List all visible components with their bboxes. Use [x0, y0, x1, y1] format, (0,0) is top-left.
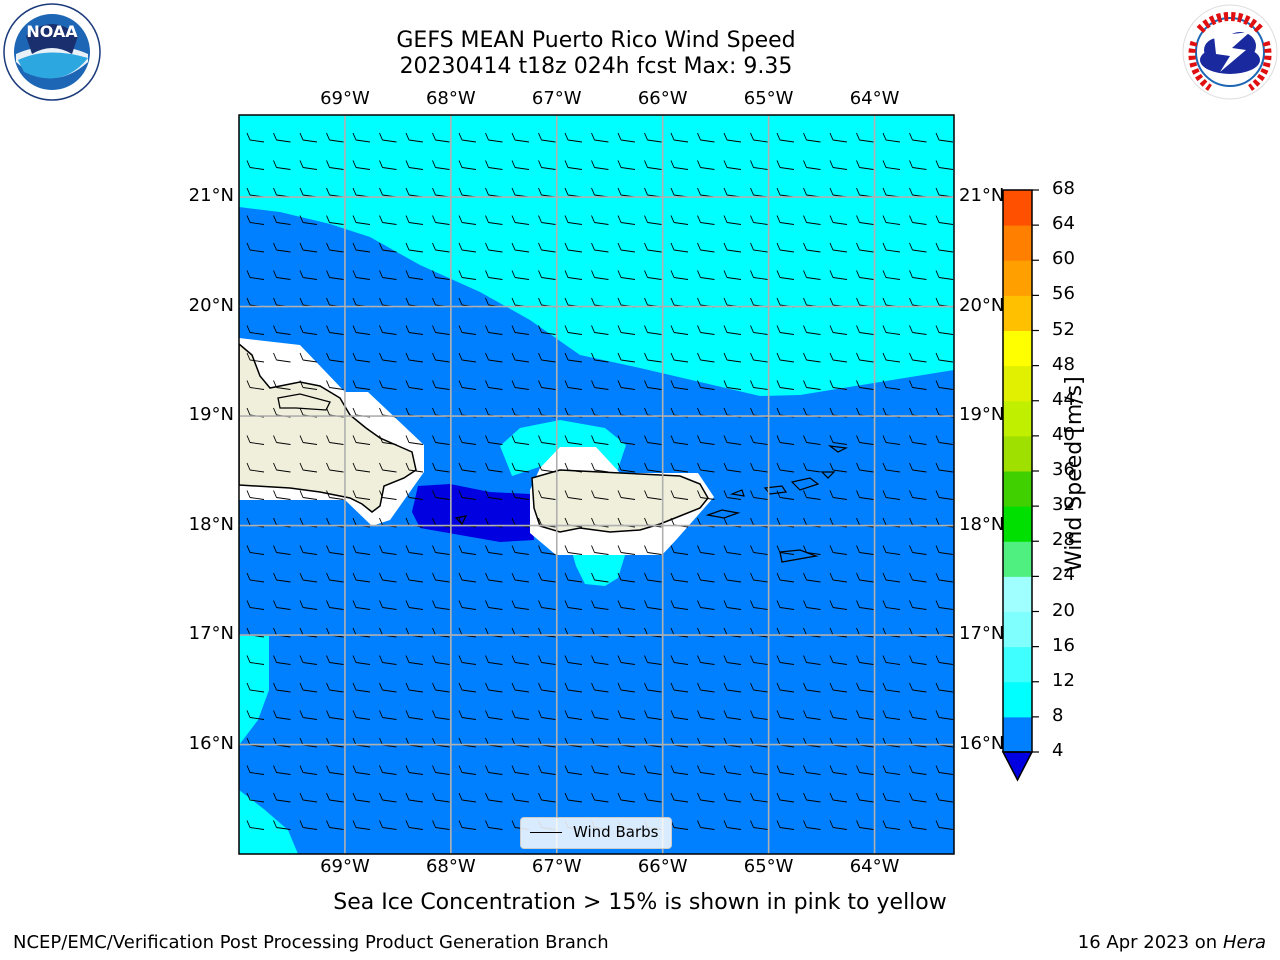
footer-date: 16 Apr 2023 on Hera	[1077, 932, 1266, 953]
colorbar-tick-label-2: 12	[1052, 669, 1075, 691]
lat-label-right-2: 19°N	[959, 404, 1005, 426]
noaa-logo: NOAA	[3, 3, 101, 101]
lat-label-left-5: 16°N	[188, 732, 234, 754]
lon-label-bottom-1: 68°W	[425, 856, 476, 877]
map-frame	[238, 114, 955, 855]
colorbar-segment-1	[1003, 681, 1032, 718]
colorbar-segment-0	[1003, 716, 1032, 753]
colorbar-segment-11	[1003, 330, 1032, 367]
lat-label-left-2: 19°N	[188, 404, 234, 426]
colorbar-segment-6	[1003, 506, 1032, 542]
colorbar-tick-label-15: 64	[1052, 213, 1075, 235]
lon-label-bottom-4: 65°W	[743, 856, 794, 877]
colorbar	[1001, 189, 1039, 782]
colorbar-label: Wind Speed [m/s]	[1062, 376, 1087, 572]
colorbar-tick-label-0: 4	[1052, 740, 1064, 761]
legend-line-sample	[530, 832, 562, 833]
colorbar-segment-14	[1003, 225, 1032, 261]
colorbar-segment-15	[1003, 190, 1032, 226]
colorbar-tick-label-6: 28	[1052, 529, 1075, 551]
caption: Sea Ice Concentration > 15% is shown in …	[333, 890, 947, 915]
chart-title: GEFS MEAN Puerto Rico Wind Speed	[396, 28, 796, 53]
colorbar-segment-4	[1003, 576, 1032, 612]
colorbar-tick-label-3: 16	[1052, 634, 1075, 656]
footer-machine: Hera	[1222, 932, 1266, 953]
lat-label-right-5: 16°N	[959, 732, 1005, 754]
colorbar-segment-8	[1003, 435, 1032, 472]
colorbar-segment-12	[1003, 295, 1032, 331]
colorbar-tick-label-12: 52	[1052, 318, 1075, 340]
lon-label-bottom-5: 64°W	[849, 856, 900, 877]
colorbar-tick-label-7: 32	[1052, 494, 1075, 516]
colorbar-tick-label-8: 36	[1052, 459, 1075, 480]
puerto-rico-land	[531, 469, 709, 533]
colorbar-segment-3	[1003, 611, 1032, 648]
lat-label-right-4: 17°N	[959, 623, 1005, 645]
lon-label-top-2: 67°W	[531, 88, 582, 109]
lat-label-right-0: 21°N	[959, 185, 1005, 207]
chart-subtitle: 20230414 t18z 024h fcst Max: 9.35	[399, 54, 793, 79]
colorbar-segment-7	[1003, 471, 1032, 507]
lon-label-bottom-0: 69°W	[320, 856, 370, 877]
lat-label-left-0: 21°N	[188, 185, 234, 207]
hispaniola-land	[239, 343, 417, 513]
colorbar-tick-label-5: 24	[1052, 564, 1075, 586]
colorbar-segment-5	[1003, 541, 1032, 577]
wind-8-12-pr-south	[572, 552, 626, 586]
noaa-logo-text: NOAA	[26, 22, 78, 41]
lon-label-top-3: 66°W	[637, 88, 688, 109]
colorbar-segment-2	[1003, 646, 1032, 683]
colorbar-tick-label-11: 48	[1052, 353, 1075, 375]
colorbar-tick-label-10: 44	[1052, 388, 1075, 410]
colorbar-tick-label-4: 20	[1052, 599, 1075, 621]
colorbar-under-arrow	[1001, 751, 1034, 782]
colorbar-tick-label-9: 40	[1052, 423, 1075, 445]
colorbar-tick-label-16: 68	[1052, 178, 1075, 199]
colorbar-tick-label-1: 8	[1052, 704, 1064, 726]
lon-label-top-4: 65°W	[743, 88, 794, 109]
lon-label-top-1: 68°W	[425, 88, 476, 109]
footer-branch: NCEP/EMC/Verification Post Processing Pr…	[13, 932, 609, 953]
lon-label-top-5: 64°W	[849, 88, 900, 109]
wind-8-12-southwest	[239, 790, 298, 854]
lat-label-left-1: 20°N	[188, 294, 234, 316]
lon-label-top-0: 69°W	[320, 88, 370, 109]
colorbar-segment-9	[1003, 400, 1032, 437]
nws-logo	[1182, 4, 1278, 100]
wind-8-12-north	[239, 115, 954, 396]
legend-label: Wind Barbs	[573, 823, 659, 841]
map-legend: Wind Barbs	[520, 817, 672, 849]
lat-label-left-3: 18°N	[188, 513, 234, 535]
colorbar-segment-13	[1003, 260, 1032, 296]
lon-label-bottom-2: 67°W	[531, 856, 582, 877]
graticule	[239, 115, 954, 854]
colorbar-tick-label-14: 60	[1052, 248, 1075, 270]
colorbar-segment-10	[1003, 365, 1032, 402]
lat-label-right-1: 20°N	[959, 294, 1005, 316]
lat-label-left-4: 17°N	[188, 623, 234, 645]
lon-label-bottom-3: 66°W	[637, 856, 688, 877]
lat-label-right-3: 18°N	[959, 513, 1005, 535]
colorbar-tick-label-13: 56	[1052, 283, 1075, 305]
